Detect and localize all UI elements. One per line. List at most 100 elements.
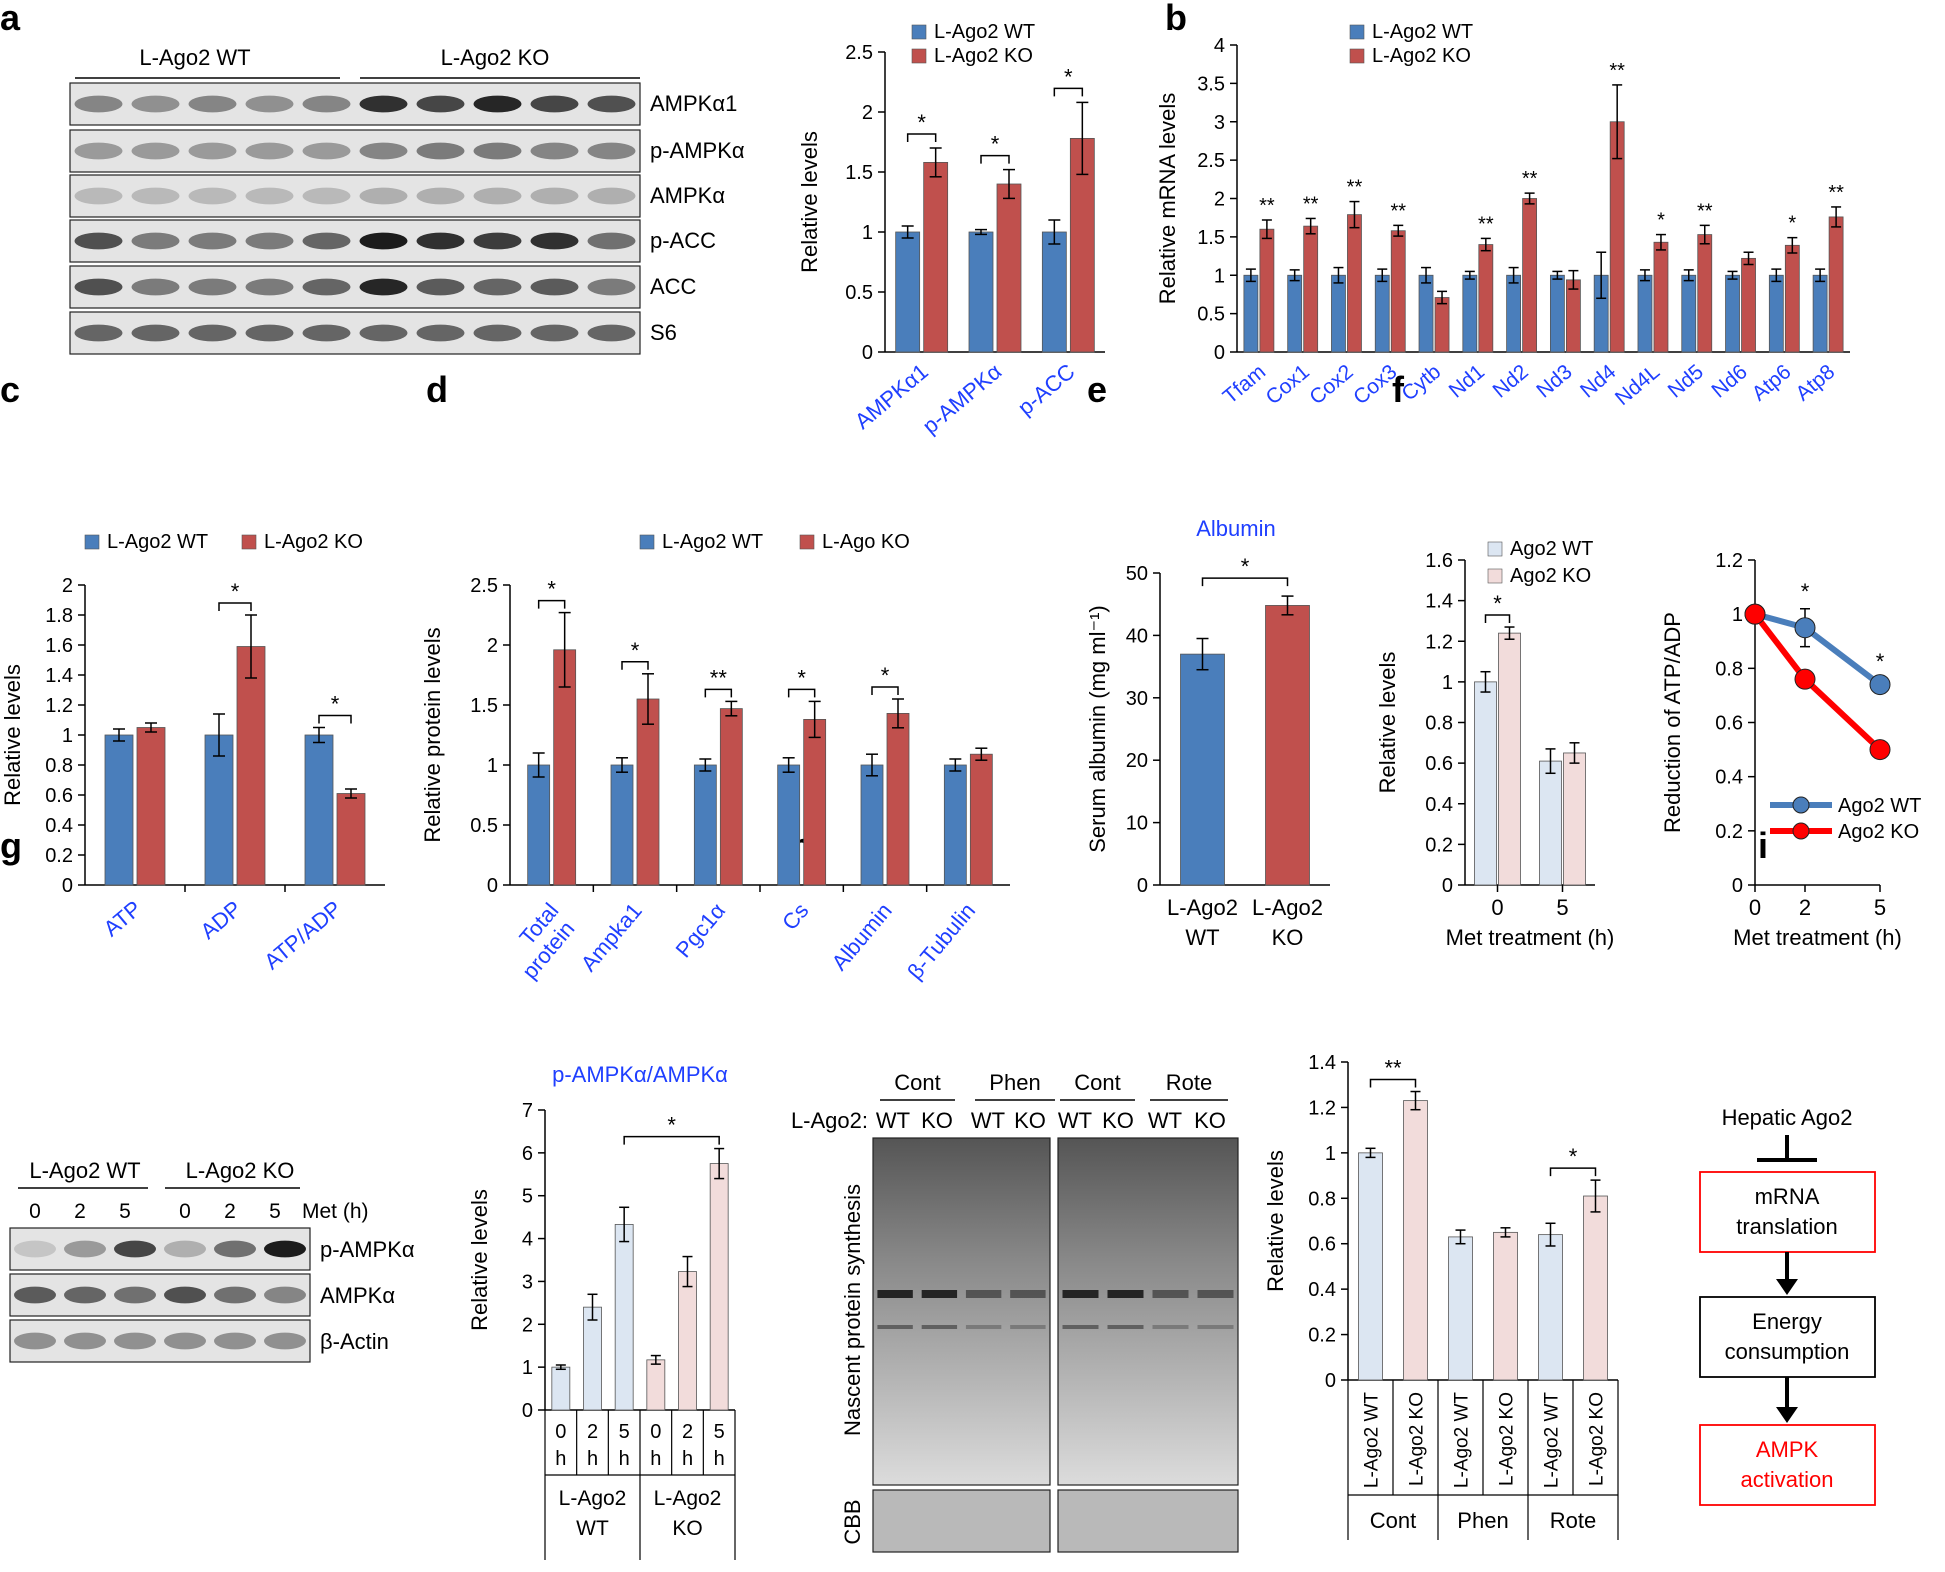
y-tick-label: 0: [862, 342, 873, 364]
blot-band: [473, 142, 522, 160]
bar-5 h: [709, 1163, 729, 1411]
x-tick-label: Ampka1: [576, 898, 647, 976]
time-label: 2: [224, 1200, 236, 1223]
blot-row-0: [9, 1227, 311, 1271]
significance-label: **: [1259, 195, 1275, 217]
y-axis-g: 0 1 2 3 4 5 6 7 Relative levels: [467, 1100, 546, 1422]
gel-band: [1062, 1325, 1099, 1329]
bracket-line: [1484, 614, 1511, 624]
gel-band: [1152, 1325, 1189, 1329]
blot-row-0: [69, 82, 641, 126]
y-tick-label: 1.4: [1425, 591, 1453, 613]
significance-bracket: *: [218, 579, 252, 611]
blot-band: [188, 187, 237, 205]
bracket-line: [787, 688, 816, 698]
blot-band: [587, 232, 636, 250]
blot-band: [359, 142, 408, 160]
blot-band: [416, 142, 465, 160]
x-tick-label: Cytb: [1397, 360, 1445, 405]
blot-band: [245, 324, 294, 342]
x-axis-label: Met treatment (h): [1733, 925, 1902, 950]
blot-band: [302, 142, 351, 160]
blot-band: [587, 95, 636, 113]
gel-lane-area: [1057, 1137, 1239, 1486]
y-axis-a: 0 0.5 1 1.5 2 2.5 Relative levels: [797, 42, 886, 364]
legend-label: L-Ago2 KO: [934, 45, 1033, 67]
significance-label: **: [1828, 182, 1844, 204]
bar-0 h: [551, 1366, 571, 1411]
node-label: Energy: [1752, 1309, 1822, 1334]
blot-band: [416, 278, 465, 296]
blot-group-label: L-Ago2 KO: [441, 45, 550, 70]
x-tick-label: L-Ago2 WT: [1542, 1392, 1563, 1488]
x-axis-label: Met treatment (h): [1446, 925, 1615, 950]
x-tick-label: h: [619, 1448, 630, 1470]
blot-band: [114, 1286, 156, 1304]
blot-band: [164, 1286, 206, 1304]
series-Ago2 WT: [1744, 603, 1891, 696]
bar-L-Ago2 KO: [1265, 605, 1310, 886]
significance-label: **: [1303, 193, 1319, 215]
legend-marker: [1792, 796, 1810, 814]
cbb-strip: [1057, 1489, 1239, 1553]
y-tick-label: 0: [1325, 1370, 1336, 1392]
bar-L-Ago2 WT: [1462, 274, 1478, 353]
x-tick-label: h: [714, 1448, 725, 1470]
y-tick-label: 2: [62, 575, 73, 597]
legend-label: L-Ago2 WT: [934, 21, 1035, 43]
blot-band: [416, 232, 465, 250]
blot-band: [359, 232, 408, 250]
blot-band: [359, 324, 408, 342]
bracket-line: [537, 599, 566, 609]
y-tick-label: 0.5: [1197, 304, 1225, 326]
panel-letter-e: e: [1087, 369, 1107, 410]
x-tick-label: h: [682, 1448, 693, 1470]
significance-label: *: [797, 665, 806, 690]
blot-band: [164, 1332, 206, 1350]
gel-lane-area: [872, 1137, 1051, 1486]
y-tick-label: 10: [1126, 813, 1148, 835]
x-tick-label: 5: [1556, 895, 1568, 920]
bar-L-Ago2 KO: [136, 727, 166, 886]
significance-label: *: [1801, 579, 1810, 604]
significance-bracket: *: [871, 663, 899, 695]
data-point: [1869, 739, 1891, 761]
legend-label: Ago2 KO: [1838, 821, 1919, 843]
bar-L-Ago2 KO: [1565, 279, 1581, 353]
blot-row-label: p-ACC: [650, 228, 716, 253]
blot-band: [302, 95, 351, 113]
x-tick-label: ATP/ADP: [259, 896, 346, 975]
blot-band: [74, 142, 123, 160]
x-tick-label: Atp6: [1748, 360, 1796, 405]
blot-band: [14, 1240, 56, 1258]
bracket-line: [1053, 87, 1084, 97]
gel-band: [1107, 1325, 1144, 1329]
legend-swatch: [84, 534, 100, 550]
y-tick-label: 6: [522, 1143, 533, 1165]
y-axis-e: 0 10 20 30 40 50 Serum albumin (mg ml⁻¹): [1085, 563, 1161, 897]
y-tick-label: 4: [522, 1229, 533, 1251]
significance-bracket: *: [537, 577, 566, 609]
y-tick-label: 0.4: [1715, 767, 1743, 789]
diagram-arrow-head: [1776, 1407, 1798, 1423]
y-tick-label: 5: [522, 1186, 533, 1208]
x-tick-label: Nd1: [1445, 360, 1489, 402]
gel-band: [1107, 1290, 1144, 1298]
y-tick-label: 1: [487, 755, 498, 777]
x-tick-label: 0: [1491, 895, 1503, 920]
bar-L-Ago KO: [719, 708, 743, 886]
blot-row-1: [9, 1273, 311, 1317]
blot-band: [64, 1332, 106, 1350]
bar-L-Ago2 WT: [1331, 274, 1346, 353]
x-tick-label: L-Ago2: [1167, 895, 1238, 920]
y-tick-label: 0.5: [845, 282, 873, 304]
blot-row-5: [69, 311, 641, 355]
y-axis-f2: 0 0.2 0.4 0.6 0.8 1 1.2 Reduction of ATP/ADP: [1660, 550, 1756, 897]
x-tick-label: Nd3: [1532, 360, 1576, 402]
significance-bracket: **: [704, 665, 733, 698]
y-tick-label: 2.5: [845, 42, 873, 64]
bar-L-Ago KO: [886, 713, 910, 886]
bracket-line: [218, 602, 252, 611]
blot-band: [359, 278, 408, 296]
